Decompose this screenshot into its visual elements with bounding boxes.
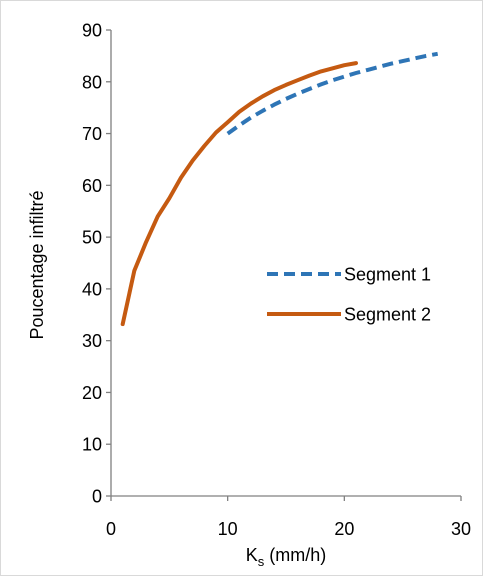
- legend: Segment 1 Segment 2: [267, 265, 431, 325]
- y-tick-label: 20: [82, 383, 102, 403]
- x-ticks: 0 10 20 30: [106, 496, 471, 539]
- y-tick-label: 30: [82, 331, 102, 351]
- y-ticks: 0 10 20 30 40 50 60 70 80 90: [82, 21, 111, 507]
- y-tick-label: 70: [82, 124, 102, 144]
- y-tick-label: 0: [92, 487, 102, 507]
- x-axis-label-main: K: [246, 545, 258, 565]
- y-axis-label: Poucentage infiltré: [27, 190, 47, 339]
- x-tick-label: 10: [218, 519, 238, 539]
- x-tick-label: 0: [106, 519, 116, 539]
- y-tick-label: 10: [82, 435, 102, 455]
- x-tick-label: 30: [451, 519, 471, 539]
- legend-label: Segment 2: [344, 305, 431, 325]
- y-tick-label: 40: [82, 279, 102, 299]
- series-line-segment-2: [123, 63, 356, 324]
- legend-label: Segment 1: [344, 265, 431, 285]
- series-line-segment-1: [228, 54, 438, 134]
- y-tick-label: 90: [82, 21, 102, 41]
- y-tick-label: 50: [82, 228, 102, 248]
- y-tick-label: 80: [82, 72, 102, 92]
- x-axis-label-unit: (mm/h): [264, 545, 326, 565]
- x-axis-label: Ks (mm/h): [246, 545, 327, 569]
- y-tick-label: 60: [82, 176, 102, 196]
- x-tick-label: 20: [334, 519, 354, 539]
